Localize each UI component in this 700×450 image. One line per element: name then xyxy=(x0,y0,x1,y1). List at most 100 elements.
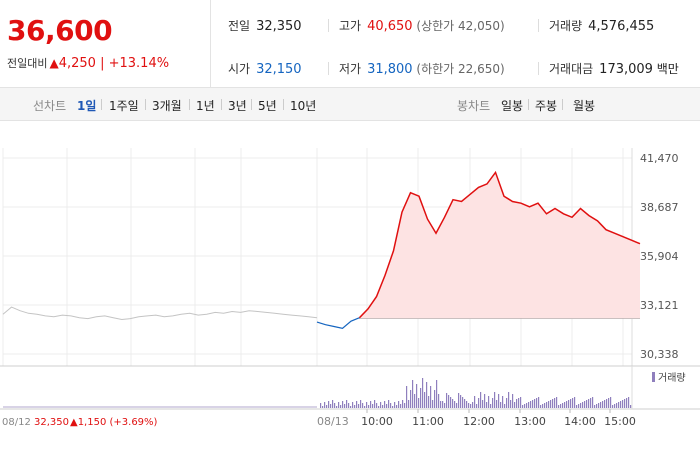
volume-bar xyxy=(384,401,386,408)
change-separator: | xyxy=(100,56,105,71)
y-axis-ticks: 41,470 38,687 35,904 33,121 30,338 xyxy=(640,152,679,361)
volume-bar xyxy=(514,402,516,408)
volume-bar xyxy=(628,397,630,408)
chart-tabs: 선차트 1일 1주일 3개월 1년 3년 5년 10년 봉차트 일봉 주봉 월봉 xyxy=(0,88,700,121)
change-percent: +13.14% xyxy=(108,56,170,71)
volume-bar xyxy=(600,402,602,408)
today-date-label: 08/13 xyxy=(317,415,349,428)
volume-bar xyxy=(334,403,336,408)
volume-bar xyxy=(532,400,534,408)
tab-3year[interactable]: 3년 xyxy=(228,99,247,113)
volume-bar xyxy=(498,394,500,408)
volume-bar xyxy=(598,403,600,408)
volume-bar xyxy=(420,388,422,408)
price-area-fill xyxy=(359,172,640,319)
volume-bar xyxy=(488,396,490,408)
volume-bar xyxy=(550,400,552,408)
volume-bar xyxy=(378,406,380,408)
stat-amount: 거래대금 173,009 백만 xyxy=(549,62,679,77)
volume-bar xyxy=(396,405,398,408)
current-price: 36,600 xyxy=(7,14,113,47)
volume-bar xyxy=(438,394,440,408)
volume-bar xyxy=(522,405,524,408)
volume-bar xyxy=(448,395,450,408)
tab-weekly-candle[interactable]: 주봉 xyxy=(535,99,558,113)
volume-bar xyxy=(388,400,390,408)
volume-bar xyxy=(608,398,610,408)
volume-bar xyxy=(330,404,332,408)
volume-bar xyxy=(552,399,554,408)
volume-bar xyxy=(622,400,624,408)
y-tick-label: 38,687 xyxy=(640,201,679,214)
volume-bar xyxy=(436,380,438,408)
prev-close-label: 32,350 xyxy=(34,417,69,428)
tab-1day[interactable]: 1일 xyxy=(77,99,97,113)
x-tick-label: 15:00 xyxy=(604,415,636,428)
divider xyxy=(328,62,329,75)
volume-legend: 거래량 xyxy=(652,372,686,384)
tab-5year[interactable]: 5년 xyxy=(258,99,277,113)
volume-bar xyxy=(358,404,360,408)
volume-bar xyxy=(596,404,598,408)
volume-bar xyxy=(606,399,608,408)
volume-bar xyxy=(356,401,358,408)
volume-bar xyxy=(328,401,330,408)
volume-bar xyxy=(624,399,626,408)
volume-bar xyxy=(486,402,488,408)
volume-bar xyxy=(536,398,538,408)
tab-daily-candle[interactable]: 일봉 xyxy=(501,99,524,113)
volume-bar xyxy=(492,398,494,408)
prev-change-label: ▲1,150 (+3.69%) xyxy=(70,417,158,428)
volume-bar xyxy=(500,402,502,408)
volume-bars xyxy=(3,378,632,408)
volume-bar xyxy=(528,402,530,408)
y-tick-label: 33,121 xyxy=(640,299,679,312)
volume-bar xyxy=(562,403,564,408)
volume-bar xyxy=(354,405,356,408)
volume-bar xyxy=(452,399,454,408)
price-change-row: 전일대비 ▲4,250 | +13.14% xyxy=(7,55,169,71)
volume-bar xyxy=(352,402,354,408)
volume-bar xyxy=(564,402,566,408)
volume-bar xyxy=(432,400,434,408)
volume-bar xyxy=(516,399,518,408)
volume-bar xyxy=(430,386,432,408)
volume-bar xyxy=(496,400,498,408)
tab-10year[interactable]: 10년 xyxy=(290,99,317,113)
volume-bar xyxy=(518,398,520,408)
volume-bar xyxy=(462,397,464,408)
volume-bar xyxy=(556,397,558,408)
volume-bar xyxy=(346,400,348,408)
volume-bar xyxy=(474,396,476,408)
tab-1week[interactable]: 1주일 xyxy=(109,99,139,113)
volume-bar xyxy=(454,401,456,408)
tab-monthly-candle[interactable]: 월봉 xyxy=(573,99,596,113)
tab-3month[interactable]: 3개월 xyxy=(152,99,182,113)
volume-bar xyxy=(484,394,486,408)
volume-bar xyxy=(466,401,468,408)
divider xyxy=(538,19,539,32)
tab-1year[interactable]: 1년 xyxy=(196,99,215,113)
volume-bar xyxy=(422,378,424,408)
volume-bar xyxy=(520,397,522,408)
volume-bar xyxy=(338,402,340,408)
volume-bar xyxy=(568,400,570,408)
prev-day-line xyxy=(2,306,318,321)
divider xyxy=(538,62,539,75)
volume-bar xyxy=(584,401,586,408)
line-chart-label: 선차트 xyxy=(33,99,67,113)
volume-bar xyxy=(574,397,576,408)
volume-bar xyxy=(370,401,372,408)
volume-bar xyxy=(440,401,442,408)
volume-bar xyxy=(590,398,592,408)
y-tick-label: 30,338 xyxy=(640,348,679,361)
up-arrow-icon: ▲ xyxy=(49,56,59,70)
y-tick-label: 35,904 xyxy=(640,250,679,263)
volume-bar xyxy=(350,406,352,408)
volume-bar xyxy=(614,404,616,408)
volume-bar xyxy=(366,402,368,408)
volume-bar xyxy=(544,403,546,408)
quote-header: 36,600 전일대비 ▲4,250 | +13.14% 전일 32,350 시가 3… xyxy=(0,0,700,88)
volume-bar xyxy=(362,403,364,408)
